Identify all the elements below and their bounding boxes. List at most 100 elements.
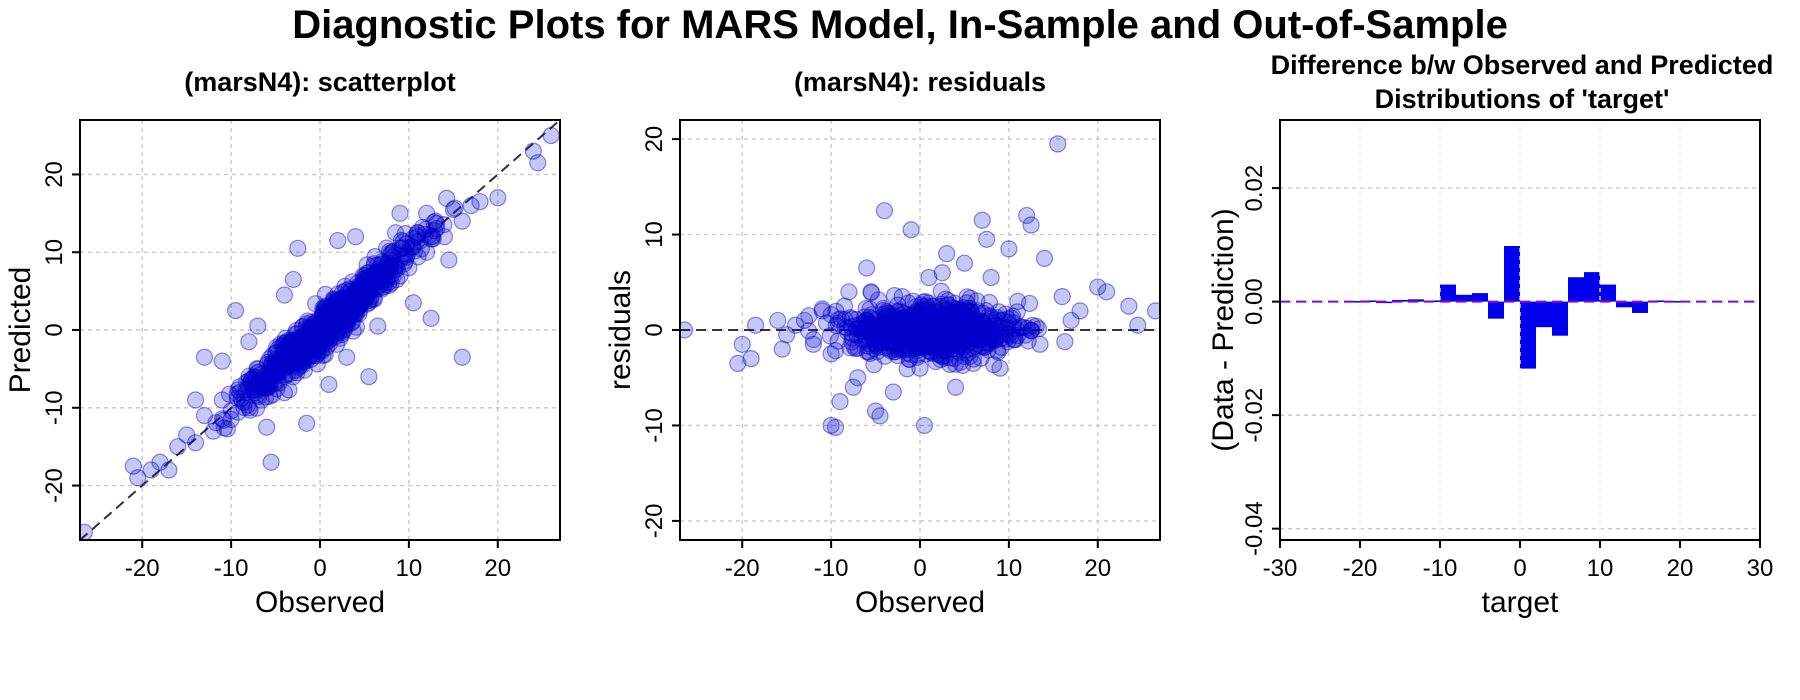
data-point bbox=[343, 291, 361, 309]
data-point bbox=[870, 320, 888, 338]
data-point bbox=[427, 214, 446, 233]
data-point bbox=[350, 279, 368, 297]
data-point bbox=[917, 345, 935, 363]
data-point bbox=[245, 368, 263, 386]
data-point bbox=[381, 251, 399, 269]
data-point bbox=[983, 326, 1001, 345]
data-point bbox=[298, 351, 316, 369]
data-point bbox=[878, 313, 896, 331]
data-point bbox=[829, 310, 847, 329]
data-point bbox=[349, 289, 367, 307]
data-point bbox=[1019, 332, 1037, 350]
data-point bbox=[357, 289, 375, 307]
data-point bbox=[328, 313, 346, 331]
data-point bbox=[342, 300, 360, 318]
data-point bbox=[324, 290, 342, 308]
data-point bbox=[958, 288, 976, 306]
data-point bbox=[342, 299, 360, 317]
data-point bbox=[359, 276, 377, 295]
data-point bbox=[944, 310, 962, 328]
data-point bbox=[260, 378, 278, 396]
data-point bbox=[341, 300, 359, 318]
data-point bbox=[318, 308, 336, 326]
data-point bbox=[958, 302, 976, 320]
data-point bbox=[947, 319, 965, 337]
data-point bbox=[912, 315, 930, 333]
data-point bbox=[1062, 311, 1080, 330]
data-point bbox=[381, 257, 399, 275]
data-point bbox=[330, 316, 348, 334]
data-point bbox=[896, 318, 914, 336]
data-point bbox=[961, 347, 979, 366]
data-point bbox=[939, 300, 957, 318]
data-point bbox=[827, 302, 845, 320]
data-point bbox=[358, 264, 376, 282]
data-point bbox=[920, 337, 938, 355]
difference-ylabel: (Data - Prediction) bbox=[1207, 208, 1240, 451]
data-point bbox=[903, 318, 921, 336]
data-point bbox=[444, 200, 462, 219]
data-point bbox=[383, 244, 401, 262]
data-point bbox=[857, 311, 876, 329]
data-point bbox=[879, 304, 897, 322]
data-point bbox=[287, 361, 305, 379]
data-point bbox=[915, 327, 934, 345]
data-point bbox=[826, 418, 845, 436]
data-point bbox=[314, 299, 332, 318]
data-point bbox=[907, 314, 926, 332]
data-point bbox=[876, 305, 895, 323]
data-point bbox=[371, 266, 389, 284]
data-point bbox=[269, 366, 287, 384]
data-point bbox=[350, 297, 368, 315]
data-point bbox=[299, 339, 317, 357]
data-point bbox=[263, 354, 281, 372]
data-point bbox=[299, 330, 317, 348]
data-point bbox=[343, 294, 361, 312]
data-point bbox=[1029, 320, 1048, 338]
data-point bbox=[331, 329, 349, 347]
data-point bbox=[836, 318, 854, 336]
data-point bbox=[922, 336, 940, 355]
data-point bbox=[372, 264, 390, 282]
data-point bbox=[256, 371, 274, 389]
data-point bbox=[871, 334, 889, 352]
data-point bbox=[438, 189, 456, 207]
data-point bbox=[340, 308, 358, 326]
data-point bbox=[952, 328, 970, 346]
data-point bbox=[304, 326, 322, 344]
data-point bbox=[934, 336, 952, 354]
data-point bbox=[924, 315, 943, 333]
data-point bbox=[336, 290, 354, 308]
data-point bbox=[316, 306, 334, 324]
data-point bbox=[903, 329, 922, 347]
data-point bbox=[296, 326, 314, 344]
data-point bbox=[813, 302, 831, 320]
data-point bbox=[353, 289, 371, 307]
data-point bbox=[891, 302, 909, 320]
data-point bbox=[247, 376, 265, 395]
data-point bbox=[306, 318, 324, 336]
data-point bbox=[300, 319, 318, 337]
data-point bbox=[292, 335, 311, 353]
data-point bbox=[271, 356, 289, 374]
data-point bbox=[335, 294, 354, 312]
data-point bbox=[874, 299, 893, 318]
data-point bbox=[951, 335, 969, 353]
data-point bbox=[378, 255, 397, 273]
data-point bbox=[853, 322, 871, 341]
data-point bbox=[859, 315, 877, 333]
data-point bbox=[250, 387, 268, 406]
data-point bbox=[435, 228, 454, 246]
data-point bbox=[252, 372, 270, 390]
data-point bbox=[344, 322, 362, 340]
data-point bbox=[363, 281, 381, 299]
data-point bbox=[954, 356, 972, 374]
data-point bbox=[965, 320, 983, 338]
data-point bbox=[279, 335, 297, 353]
data-point bbox=[963, 323, 981, 341]
data-point bbox=[350, 305, 368, 323]
data-point bbox=[971, 313, 989, 331]
data-point bbox=[422, 230, 441, 248]
data-point bbox=[325, 294, 343, 313]
data-point bbox=[946, 294, 964, 313]
